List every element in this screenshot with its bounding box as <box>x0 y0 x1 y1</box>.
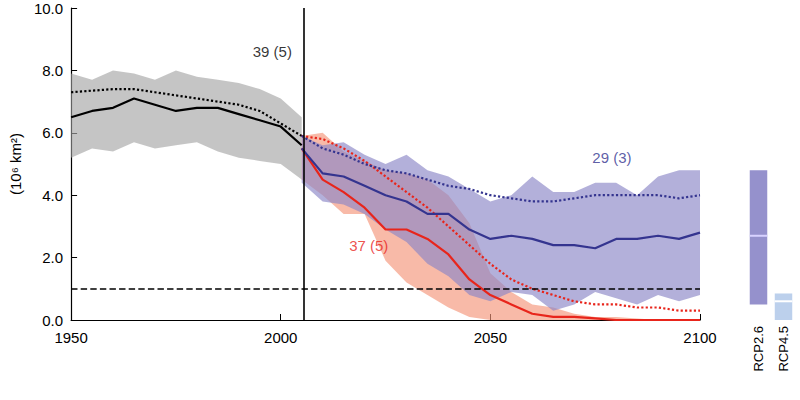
svg-text:0.0: 0.0 <box>42 312 63 329</box>
svg-text:29 (3): 29 (3) <box>592 149 631 166</box>
svg-text:2050: 2050 <box>474 329 507 346</box>
svg-text:RCP2.6: RCP2.6 <box>751 326 766 372</box>
svg-text:2100: 2100 <box>683 329 716 346</box>
svg-text:4.0: 4.0 <box>42 187 63 204</box>
svg-text:6.0: 6.0 <box>42 124 63 141</box>
svg-text:37 (5): 37 (5) <box>349 237 388 254</box>
svg-text:RCP4.5: RCP4.5 <box>776 326 791 372</box>
svg-text:39 (5): 39 (5) <box>253 43 292 60</box>
svg-text:2000: 2000 <box>264 329 297 346</box>
svg-text:2.0: 2.0 <box>42 249 63 266</box>
svg-text:8.0: 8.0 <box>42 62 63 79</box>
svg-text:10.0: 10.0 <box>34 0 63 17</box>
svg-text:(10⁶ km²): (10⁶ km²) <box>7 133 24 195</box>
svg-text:1950: 1950 <box>54 329 87 346</box>
